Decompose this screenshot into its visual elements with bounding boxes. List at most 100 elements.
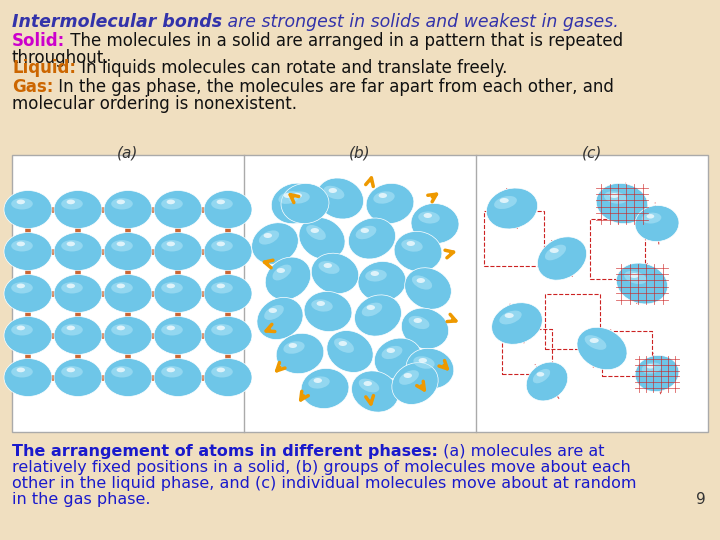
Ellipse shape xyxy=(334,338,354,353)
Bar xyxy=(12,155,708,432)
Ellipse shape xyxy=(306,225,326,240)
Ellipse shape xyxy=(54,191,102,228)
Ellipse shape xyxy=(401,308,449,349)
Ellipse shape xyxy=(217,199,225,204)
Ellipse shape xyxy=(405,268,451,309)
Ellipse shape xyxy=(284,341,305,354)
Ellipse shape xyxy=(17,199,25,204)
Ellipse shape xyxy=(304,292,352,332)
Text: In the gas phase, the molecules are far apart from each other, and: In the gas phase, the molecules are far … xyxy=(53,78,614,96)
Ellipse shape xyxy=(294,193,302,198)
Ellipse shape xyxy=(371,271,379,276)
Text: In liquids molecules can rotate and translate freely.: In liquids molecules can rotate and tran… xyxy=(76,59,508,77)
Ellipse shape xyxy=(392,362,438,404)
Ellipse shape xyxy=(533,369,550,383)
Ellipse shape xyxy=(154,191,202,228)
Ellipse shape xyxy=(413,318,422,323)
Ellipse shape xyxy=(211,366,233,377)
Ellipse shape xyxy=(311,299,333,312)
Text: in the gas phase.: in the gas phase. xyxy=(12,492,150,507)
Ellipse shape xyxy=(500,198,509,203)
Ellipse shape xyxy=(66,199,75,204)
Text: The arrangement of atoms in different phases:: The arrangement of atoms in different ph… xyxy=(12,444,438,459)
Ellipse shape xyxy=(610,193,618,198)
Ellipse shape xyxy=(301,368,349,409)
Ellipse shape xyxy=(117,368,125,372)
Ellipse shape xyxy=(54,359,102,396)
Ellipse shape xyxy=(54,274,102,313)
Ellipse shape xyxy=(499,310,522,325)
Ellipse shape xyxy=(117,241,125,246)
Ellipse shape xyxy=(104,316,152,354)
Ellipse shape xyxy=(271,183,319,224)
Ellipse shape xyxy=(366,184,414,224)
Ellipse shape xyxy=(161,282,183,294)
Ellipse shape xyxy=(635,205,679,241)
Ellipse shape xyxy=(259,231,279,245)
Ellipse shape xyxy=(361,228,369,233)
Ellipse shape xyxy=(590,338,599,343)
Ellipse shape xyxy=(359,379,379,393)
Ellipse shape xyxy=(204,274,252,313)
Ellipse shape xyxy=(111,366,132,377)
Ellipse shape xyxy=(117,199,125,204)
Ellipse shape xyxy=(161,198,183,210)
Ellipse shape xyxy=(104,359,152,396)
Ellipse shape xyxy=(17,368,25,372)
Ellipse shape xyxy=(154,359,202,396)
Ellipse shape xyxy=(12,240,33,252)
Text: other in the liquid phase, and (c) individual molecules move about at random: other in the liquid phase, and (c) indiv… xyxy=(12,476,636,491)
Ellipse shape xyxy=(354,295,402,336)
Ellipse shape xyxy=(66,368,75,372)
Ellipse shape xyxy=(423,213,432,218)
Ellipse shape xyxy=(366,305,375,310)
Ellipse shape xyxy=(642,362,661,374)
Ellipse shape xyxy=(17,326,25,330)
Ellipse shape xyxy=(211,198,233,210)
Ellipse shape xyxy=(154,316,202,354)
Ellipse shape xyxy=(406,348,454,389)
Ellipse shape xyxy=(412,275,432,289)
Ellipse shape xyxy=(379,193,387,198)
Text: Gas:: Gas: xyxy=(12,78,53,96)
Ellipse shape xyxy=(166,326,175,330)
Ellipse shape xyxy=(204,359,252,396)
Text: (a) molecules are at: (a) molecules are at xyxy=(438,444,604,459)
Ellipse shape xyxy=(314,378,322,383)
Ellipse shape xyxy=(585,335,606,350)
Ellipse shape xyxy=(323,263,332,268)
Ellipse shape xyxy=(399,370,419,385)
Ellipse shape xyxy=(374,338,422,379)
Ellipse shape xyxy=(17,284,25,288)
Bar xyxy=(484,211,544,266)
Ellipse shape xyxy=(66,241,75,246)
Ellipse shape xyxy=(486,188,538,229)
Text: throughout.: throughout. xyxy=(12,49,109,67)
Ellipse shape xyxy=(356,226,377,239)
Ellipse shape xyxy=(161,324,183,335)
Ellipse shape xyxy=(104,191,152,228)
Ellipse shape xyxy=(4,316,52,354)
Ellipse shape xyxy=(382,346,402,359)
Ellipse shape xyxy=(418,358,427,363)
Ellipse shape xyxy=(265,257,311,300)
Text: relatively fixed positions in a solid, (b) groups of molecules move about each: relatively fixed positions in a solid, (… xyxy=(12,460,631,475)
Ellipse shape xyxy=(111,282,132,294)
Ellipse shape xyxy=(61,198,83,210)
Ellipse shape xyxy=(211,240,233,252)
Ellipse shape xyxy=(401,239,423,252)
Ellipse shape xyxy=(166,241,175,246)
Text: The molecules in a solid are arranged in a pattern that is repeated: The molecules in a solid are arranged in… xyxy=(66,32,624,50)
Text: (b): (b) xyxy=(349,145,371,160)
Ellipse shape xyxy=(257,298,303,340)
Ellipse shape xyxy=(492,303,542,345)
Ellipse shape xyxy=(154,233,202,271)
Ellipse shape xyxy=(264,233,272,238)
Ellipse shape xyxy=(252,222,298,264)
Ellipse shape xyxy=(635,355,679,391)
Ellipse shape xyxy=(61,324,83,335)
Ellipse shape xyxy=(526,362,568,401)
Ellipse shape xyxy=(211,324,233,335)
Ellipse shape xyxy=(494,196,517,209)
Ellipse shape xyxy=(279,191,300,204)
